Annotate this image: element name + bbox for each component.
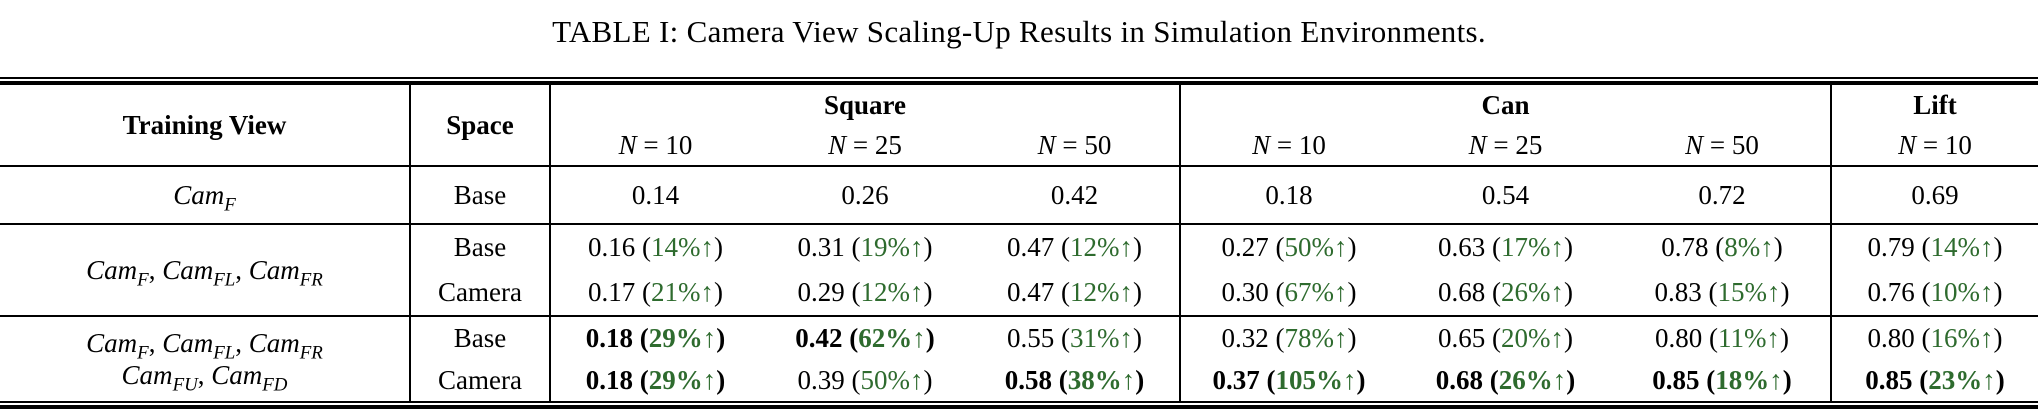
col-header-training-view: Training View xyxy=(0,85,410,167)
result-cell: 0.76 (10%↑) xyxy=(1830,270,2038,317)
table-header: Training View Space Square Can Lift N = 10… xyxy=(0,85,2038,167)
result-cell: 0.37 (105%↑) xyxy=(1179,359,1397,401)
space-cell: Camera xyxy=(409,359,550,401)
n-header-cell: N = 25 xyxy=(1397,125,1614,167)
result-cell: 0.32 (78%↑) xyxy=(1179,316,1397,359)
training-view-cell: CamF, CamFL, CamFR CamFU, CamFD xyxy=(86,327,323,396)
result-cell: 0.54 xyxy=(1397,166,1614,225)
result-cell: 0.47 (12%↑) xyxy=(970,270,1180,317)
result-cell: 0.65 (20%↑) xyxy=(1438,322,1573,353)
result-cell: 0.42 (62%↑) xyxy=(795,322,935,353)
result-cell: 0.55 (31%↑) xyxy=(1007,322,1142,353)
n-header-cell: N = 10 xyxy=(1179,125,1397,167)
result-cell: 0.85 (18%↑) xyxy=(1652,364,1792,395)
result-cell: 0.79 (14%↑) xyxy=(1830,224,2038,270)
result-cell: 0.47 (12%↑) xyxy=(1007,232,1142,263)
col-header-space: Space xyxy=(409,85,550,167)
table-row: CamF, CamFL, CamFR Base 0.16 (14%↑) 0.31 (1… xyxy=(0,224,2038,317)
result-cell: 0.30 (67%↑) xyxy=(1179,270,1397,317)
result-cell: 0.68 (26%↑) xyxy=(1397,270,1614,317)
n-header-cell: N = 50 xyxy=(1614,125,1832,167)
result-cell: 0.69 xyxy=(1830,166,2038,225)
space-cell: Base xyxy=(409,224,550,270)
result-cell: 0.16 (14%↑) xyxy=(549,224,760,270)
result-cell: 0.72 xyxy=(1614,166,1832,225)
result-cell: 0.17 (21%↑) xyxy=(549,270,760,317)
result-cell: 0.14 xyxy=(549,166,760,225)
table-caption: TABLE I: Camera View Scaling-Up Results … xyxy=(552,14,1486,49)
table-row: CamF, CamFL, CamFR CamFU, CamFD Base 0.18 (… xyxy=(0,316,2038,394)
result-cell: 0.42 xyxy=(970,166,1180,225)
group-header-lift: Lift xyxy=(1830,85,2038,125)
result-cell: 0.58 (38%↑) xyxy=(1004,364,1145,395)
n-header-cell: N = 50 xyxy=(970,125,1180,167)
n-header-cell: N = 10 xyxy=(1830,125,2038,167)
result-cell: 0.68 (26%↑) xyxy=(1435,364,1576,395)
space-cell: Base xyxy=(409,316,550,359)
space-cell: Base xyxy=(409,166,550,225)
n-header-cell: N = 10 xyxy=(549,125,760,167)
bottom-rule xyxy=(0,401,2038,409)
table-row: Camera 0.17 (21%↑) 0.29 (12%↑) 0.47 (12%↑) 0… xyxy=(0,270,2038,317)
table-row: Camera 0.18 (29%↑) 0.39 (50%↑) 0.58 (38%↑) 0… xyxy=(0,359,2038,401)
table-body: CamF Base 0.14 0.26 0.42 0.18 0.54 0.72 0.69 CamF… xyxy=(0,166,2038,401)
training-view-cell: CamF, CamFL, CamFR xyxy=(0,224,410,317)
result-cell: 0.26 xyxy=(760,166,970,225)
n-header-cell: N = 25 xyxy=(760,125,970,167)
group-header-square: Square xyxy=(549,85,1180,125)
results-table: Training View Space Square Can Lift N = 10… xyxy=(0,85,2038,401)
result-cell: 0.80 (16%↑) xyxy=(1830,316,2038,359)
result-cell: 0.31 (19%↑) xyxy=(797,232,933,263)
table-row: CamF Base 0.14 0.26 0.42 0.18 0.54 0.72 0.69 xyxy=(0,166,2038,225)
result-cell: 0.39 (50%↑) xyxy=(797,364,933,395)
training-view-cell: CamF xyxy=(0,166,410,225)
group-header-can: Can xyxy=(1178,85,1832,125)
result-cell: 0.29 (12%↑) xyxy=(760,270,970,317)
space-cell: Camera xyxy=(409,270,550,317)
result-cell: 0.80 (11%↑) xyxy=(1655,322,1789,353)
result-cell: 0.18 (29%↑) xyxy=(549,359,760,401)
result-cell: 0.27 (50%↑) xyxy=(1179,224,1397,270)
result-cell: 0.63 (17%↑) xyxy=(1438,232,1573,263)
top-rule xyxy=(0,77,2038,85)
result-cell: 0.83 (15%↑) xyxy=(1614,270,1832,317)
result-cell: 0.78 (8%↑) xyxy=(1661,232,1783,263)
result-cell: 0.18 xyxy=(1179,166,1397,225)
result-cell: 0.18 (29%↑) xyxy=(549,316,760,359)
result-cell: 0.85 (23%↑) xyxy=(1830,359,2038,401)
